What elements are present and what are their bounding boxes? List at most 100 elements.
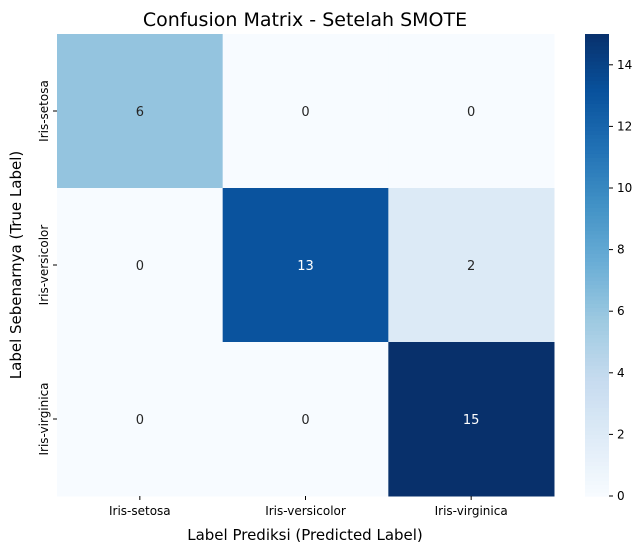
x-tick-label: Iris-versicolor: [265, 504, 346, 518]
colorbar-segment: [585, 361, 609, 366]
colorbar-segment: [585, 234, 609, 239]
x-axis-label: Label Prediksi (Predicted Label): [187, 526, 423, 544]
y-tick-label: Iris-setosa: [37, 80, 51, 142]
cell-value-label: 0: [136, 259, 144, 274]
colorbar-segment: [585, 80, 609, 85]
colorbar-segment: [585, 372, 609, 378]
colorbar-tick-label: 4: [617, 366, 625, 380]
colorbar-segment: [585, 34, 609, 39]
colorbar-segment: [585, 268, 609, 274]
colorbar-segment: [585, 122, 609, 127]
colorbar-segment: [585, 37, 609, 43]
colorbar-segment: [585, 330, 609, 335]
heatmap-cell: [222, 34, 389, 189]
colorbar-segment: [585, 472, 609, 478]
colorbar-segment: [585, 272, 609, 278]
colorbar-segment: [585, 188, 609, 193]
colorbar-segment: [585, 137, 609, 143]
colorbar-segment: [585, 76, 609, 81]
heatmap-cell: [388, 342, 555, 497]
colorbar-segment: [585, 315, 609, 320]
colorbar-segment: [585, 91, 609, 97]
colorbar-segment: [585, 284, 609, 289]
colorbar-segment: [585, 64, 609, 70]
colorbar-segment: [585, 480, 609, 486]
colorbar-segment: [585, 195, 609, 201]
colorbar-segment: [585, 199, 609, 204]
colorbar-segment: [585, 118, 609, 124]
y-tick-label: Iris-virginica: [37, 382, 51, 455]
y-axis-label: Label Sebenarnya (True Label): [7, 151, 25, 379]
colorbar-segment: [585, 164, 609, 170]
colorbar-segment: [585, 395, 609, 401]
colorbar-segment: [585, 457, 609, 462]
colorbar-segment: [585, 303, 609, 308]
colorbar-segment: [585, 280, 609, 285]
colorbar-segment: [585, 399, 609, 405]
colorbar-segment: [585, 45, 609, 50]
colorbar-segment: [585, 87, 609, 93]
colorbar-segment: [585, 126, 609, 131]
colorbar-segment: [585, 176, 609, 181]
colorbar-segment: [585, 384, 609, 389]
colorbar-segment: [585, 265, 609, 270]
colorbar-segment: [585, 145, 609, 151]
colorbar-segment: [585, 445, 609, 451]
colorbar-segment: [585, 226, 609, 231]
colorbar-segment: [585, 241, 609, 247]
colorbar-tick-label: 6: [617, 304, 625, 318]
colorbar-segment: [585, 453, 609, 459]
colorbar-segment: [585, 257, 609, 262]
colorbar-segment: [585, 203, 609, 208]
colorbar-segment: [585, 191, 609, 197]
colorbar-segment: [585, 207, 609, 212]
x-axis-ticks: Iris-setosa Iris-versicolor Iris-virginica: [109, 496, 508, 518]
heatmap-cell: [388, 34, 555, 189]
colorbar-segment: [585, 41, 609, 47]
colorbar-segment: [585, 245, 609, 251]
colorbar-segment: [585, 68, 609, 74]
colorbar-segment: [585, 180, 609, 185]
colorbar-segment: [585, 430, 609, 435]
colorbar-segment: [585, 407, 609, 412]
colorbar-tick-label: 0: [617, 489, 625, 503]
colorbar-segment: [585, 84, 609, 89]
colorbar-segment: [585, 434, 609, 439]
colorbar-segment: [585, 368, 609, 374]
colorbar-segment: [585, 299, 609, 305]
colorbar-segment: [585, 438, 609, 443]
cell-value-label: 6: [136, 105, 144, 120]
colorbar-segment: [585, 49, 609, 54]
colorbar-segment: [585, 214, 609, 220]
cell-value-label: 0: [136, 413, 144, 428]
colorbar-segment: [585, 291, 609, 297]
colorbar-segment: [585, 141, 609, 147]
colorbar-segment: [585, 238, 609, 243]
heatmap-cell: [388, 188, 555, 343]
colorbar: 0 2 4 6 8 10 12 14: [585, 34, 632, 503]
colorbar-segment: [585, 211, 609, 216]
colorbar-segment: [585, 488, 609, 493]
cell-value-label: 13: [297, 259, 314, 274]
colorbar-segment: [585, 253, 609, 258]
chart-title: Confusion Matrix - Setelah SMOTE: [143, 9, 467, 31]
colorbar-segment: [585, 103, 609, 108]
colorbar-segment: [585, 184, 609, 189]
cell-value-label: 0: [467, 105, 475, 120]
colorbar-segment: [585, 411, 609, 416]
colorbar-segment: [585, 161, 609, 166]
colorbar-segment: [585, 307, 609, 312]
colorbar-segment: [585, 172, 609, 178]
colorbar-tick-label: 12: [617, 119, 632, 133]
colorbar-segment: [585, 72, 609, 77]
colorbar-segment: [585, 95, 609, 101]
colorbar-segment: [585, 230, 609, 235]
colorbar-tick-label: 14: [617, 58, 632, 72]
colorbar-segment: [585, 322, 609, 328]
y-tick-label: Iris-versicolor: [37, 225, 51, 306]
cell-value-label: 0: [301, 105, 309, 120]
colorbar-segment: [585, 288, 609, 293]
colorbar-segment: [585, 484, 609, 489]
cell-value-label: 15: [463, 413, 480, 428]
heatmap-cell: [57, 342, 224, 497]
